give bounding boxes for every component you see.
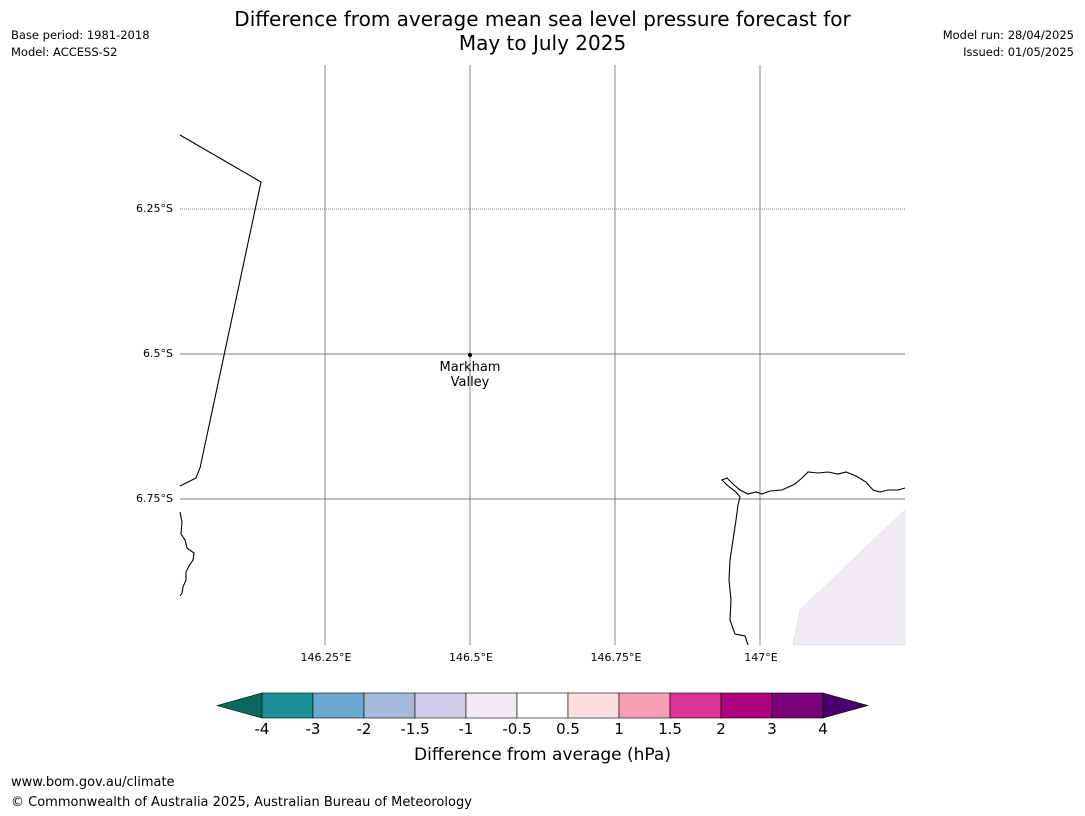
place-name-line-1: Markham [439,360,501,375]
coastline-southwest [179,511,195,597]
colorbar-tick-label: 1 [614,720,624,738]
colorbar-arrow-high [822,692,870,719]
colorbar-bin-5 [465,692,518,719]
colorbar-tick-label: -2 [356,720,372,738]
lon-label-146-25E: 146.25°E [300,651,352,664]
coastlines [179,134,906,646]
metadata-right: Model run: 28/04/2025 Issued: 01/05/2025 [943,27,1074,61]
map-title: Difference from average mean sea level p… [0,7,1085,55]
colorbar-bin-4 [414,692,467,719]
footer-url: www.bom.gov.au/climate [11,775,175,790]
title-line-1: Difference from average mean sea level p… [234,7,851,31]
colorbar-bin-9 [669,692,722,719]
colorbar-tick-label: -3 [305,720,321,738]
place-label: Markham Valley [420,360,520,390]
colorbar-bin-1 [261,692,314,719]
lon-label-147E: 147°E [744,651,778,664]
colorbar-tick-label: 0.5 [556,720,580,738]
coastline-east [721,471,906,646]
colorbar-arrow-low [215,692,263,719]
lat-label-6-5S: 6.5°S [143,347,173,360]
colorbar-tick-label: 1.5 [658,720,682,738]
shaded-region [792,509,906,646]
colorbar-bin-3 [363,692,416,719]
model-run: Model run: 28/04/2025 [942,28,1074,42]
colorbar-bin-11 [771,692,824,719]
gridlines [180,65,905,645]
colorbar-tick-label: -1.5 [400,720,430,738]
issued-date: Issued: 01/05/2025 [963,45,1074,59]
colorbar-tick-label: 2 [716,720,726,738]
colorbar-tick-label: 4 [818,720,828,738]
border-line-west [179,134,262,487]
colorbar-bin-8 [618,692,671,719]
colorbar-bin-10 [720,692,773,719]
footer-copyright: © Commonwealth of Australia 2025, Austra… [11,795,472,810]
model-name: Model: ACCESS-S2 [11,45,118,59]
lon-label-146-75E: 146.75°E [590,651,642,664]
colorbar-bin-6 [516,692,569,719]
colorbar-label: Difference from average (hPa) [414,745,671,765]
colorbar [215,692,870,719]
colorbar-tick-label: -0.5 [502,720,532,738]
lon-label-146-5E: 146.5°E [449,651,493,664]
colorbar-tick-label: -1 [458,720,474,738]
base-period: Base period: 1981-2018 [11,28,150,42]
metadata-left: Base period: 1981-2018 Model: ACCESS-S2 [11,27,150,61]
colorbar-tick-label: 3 [767,720,777,738]
colorbar-bin-7 [567,692,620,719]
title-line-2: May to July 2025 [458,31,627,55]
lat-label-6-75S: 6.75°S [136,492,173,505]
lat-label-6-25S: 6.25°S [136,202,173,215]
colorbar-bin-2 [312,692,365,719]
place-name-line-2: Valley [450,375,490,390]
colorbar-tick-label: -4 [254,720,270,738]
place-marker [468,353,472,357]
